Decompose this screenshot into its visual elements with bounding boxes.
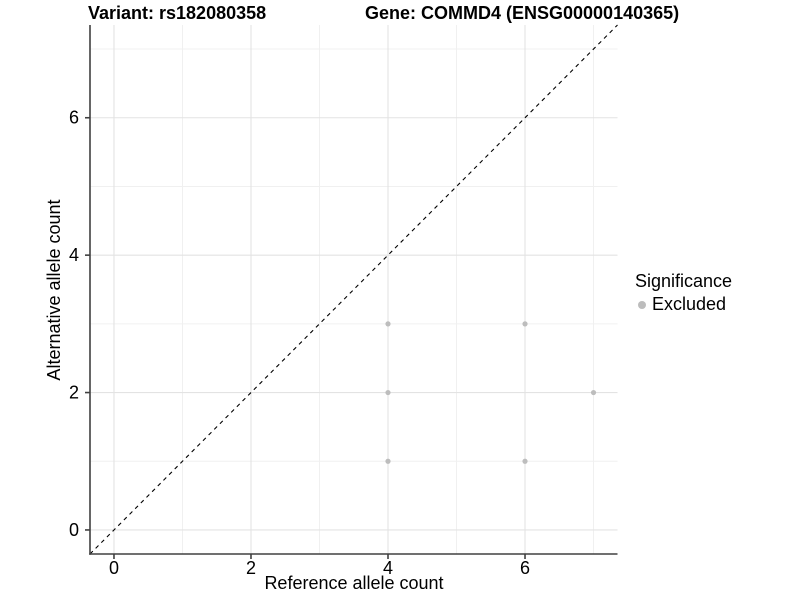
data-point (385, 458, 391, 464)
variant-title: Variant: rs182080358 (88, 3, 267, 23)
x-tick-label: 6 (520, 558, 530, 578)
data-point (522, 458, 528, 464)
legend-item-excluded: Excluded (638, 294, 732, 315)
x-tick-label: 2 (246, 558, 256, 578)
data-point (385, 389, 391, 396)
legend-point-icon (638, 300, 646, 309)
y-tick-label: 2 (69, 383, 79, 403)
identity-line (89, 24, 618, 555)
legend-item-label: Excluded (652, 294, 727, 314)
x-axis-title: Reference allele count (264, 573, 444, 593)
data-point (385, 321, 391, 327)
y-tick-label: 6 (69, 108, 79, 128)
x-tick-label: 0 (109, 558, 119, 578)
y-axis-title: Alternative allele count (44, 199, 64, 381)
y-tick-label: 4 (69, 245, 79, 265)
x-tick-label: 4 (383, 558, 393, 578)
gene-title: Gene: COMMD4 (ENSG00000140365) (365, 3, 680, 23)
legend: Significance Excluded (635, 271, 732, 315)
data-point (522, 321, 528, 327)
data-point (590, 389, 597, 396)
y-tick-label: 0 (69, 520, 79, 540)
legend-title: Significance (635, 271, 733, 291)
